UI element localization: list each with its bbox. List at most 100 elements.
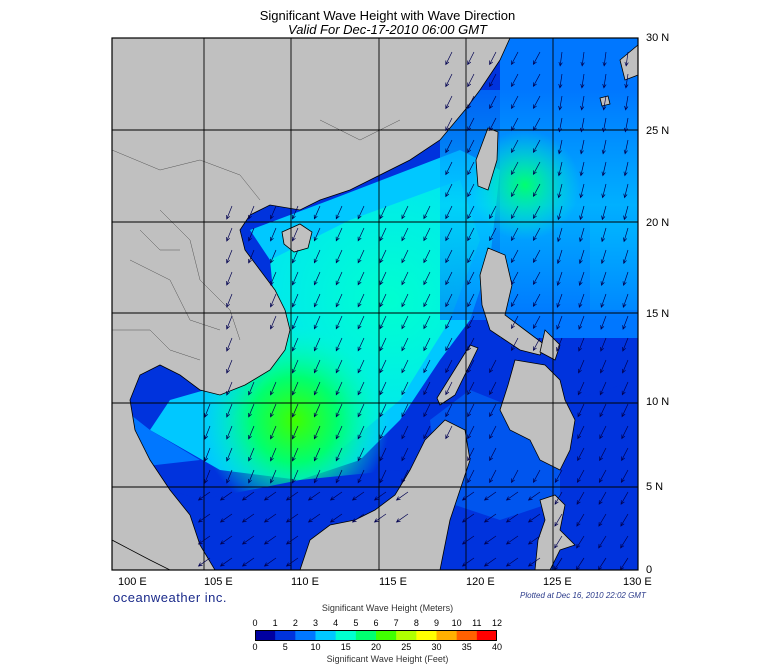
- wave-arrow: [580, 95, 585, 111]
- wave-arrow: [556, 337, 563, 352]
- wave-arrow: [357, 469, 365, 484]
- wave-arrow: [557, 161, 563, 177]
- wave-arrow: [357, 249, 365, 264]
- wave-arrow: [423, 227, 431, 242]
- wave-arrow: [579, 117, 585, 133]
- wave-arrow: [423, 425, 431, 440]
- legend-meters-tick: 0: [252, 618, 258, 628]
- legend-feet-tick: 10: [310, 642, 321, 652]
- wave-arrow: [623, 117, 629, 133]
- wave-arrow: [489, 227, 497, 242]
- wave-arrow: [285, 513, 299, 523]
- wave-arrow: [579, 227, 585, 243]
- wave-arrow: [511, 315, 519, 330]
- wave-arrow: [622, 293, 629, 308]
- map-title: Significant Wave Height with Wave Direct…: [259, 8, 516, 23]
- wave-arrow: [511, 161, 519, 176]
- wave-arrow: [511, 139, 519, 154]
- wave-arrow: [248, 403, 255, 418]
- wave-arrow: [269, 205, 277, 220]
- wave-arrow: [285, 535, 299, 545]
- wave-arrow: [401, 205, 409, 220]
- wave-arrow: [357, 227, 365, 242]
- color-scale-swatch: [396, 630, 417, 641]
- wave-arrow: [401, 469, 409, 484]
- wave-arrow: [599, 447, 607, 462]
- wave-arrow: [577, 447, 585, 462]
- wave-arrow: [467, 227, 475, 242]
- wave-direction-arrows: [197, 51, 629, 570]
- wave-arrow: [461, 513, 475, 523]
- lat-label-25n: 25 N: [646, 125, 670, 137]
- wave-arrow: [313, 381, 321, 396]
- wave-arrow: [624, 51, 629, 67]
- wave-arrow: [622, 271, 629, 287]
- wave-arrow: [533, 73, 541, 88]
- lon-label-130e: 130 E: [623, 576, 652, 588]
- wave-arrow: [511, 183, 519, 198]
- wave-arrow: [554, 491, 563, 505]
- wave-arrow: [554, 469, 563, 484]
- wave-arrow: [226, 227, 233, 242]
- wave-arrow: [533, 117, 541, 132]
- wave-arrow: [423, 315, 431, 330]
- wave-arrow: [248, 447, 255, 462]
- legend-feet-tick: 0: [252, 642, 258, 652]
- lon-label-115e: 115 E: [379, 576, 407, 588]
- wave-arrow: [401, 403, 409, 418]
- wave-arrow: [379, 315, 387, 330]
- wave-arrow: [313, 227, 321, 242]
- wave-arrow: [226, 315, 233, 330]
- wave-arrow: [533, 469, 541, 484]
- wave-arrow: [204, 469, 211, 484]
- wave-arrow: [533, 51, 541, 66]
- legend-feet-tick: 5: [282, 642, 288, 652]
- wave-arrow: [226, 293, 233, 308]
- wave-arrow: [621, 403, 629, 418]
- wave-arrow: [621, 381, 629, 396]
- wave-arrow: [554, 535, 563, 549]
- wave-arrow: [269, 381, 277, 396]
- color-scale-swatch: [416, 630, 437, 641]
- wave-arrow: [379, 337, 387, 352]
- wave-arrow: [401, 227, 409, 242]
- wave-arrow: [269, 425, 277, 440]
- wave-arrow: [621, 447, 629, 462]
- wave-arrow: [527, 513, 541, 523]
- wave-arrow: [511, 95, 519, 110]
- wave-arrow: [204, 447, 211, 462]
- wave-arrow: [533, 227, 541, 242]
- wave-arrow: [580, 73, 585, 89]
- wave-arrow: [401, 425, 409, 440]
- wave-arrow: [357, 293, 365, 308]
- wave-arrow: [511, 73, 519, 88]
- legend-meters-tick: 7: [393, 618, 399, 628]
- wave-arrow: [379, 403, 387, 418]
- wave-arrow: [467, 315, 475, 330]
- wave-arrow: [263, 513, 277, 523]
- wave-arrow: [226, 425, 233, 440]
- wave-arrow: [600, 293, 607, 308]
- wave-arrow: [204, 403, 211, 418]
- wave-arrow: [622, 337, 629, 352]
- wave-arrow: [445, 359, 453, 374]
- wave-arrow: [445, 139, 453, 154]
- wave-arrow: [379, 227, 387, 242]
- color-scale-swatch: [376, 630, 397, 641]
- wave-arrow: [557, 139, 563, 155]
- wave-arrow: [401, 337, 409, 352]
- wave-arrow: [335, 337, 343, 352]
- wave-arrow: [533, 183, 541, 198]
- wave-arrow: [598, 535, 607, 549]
- wave-arrow: [357, 447, 365, 462]
- wave-arrow: [226, 381, 233, 396]
- wave-arrow: [423, 205, 431, 220]
- wave-arrow: [445, 95, 453, 110]
- wave-arrow: [313, 337, 321, 352]
- wave-arrow: [445, 205, 453, 220]
- wave-arrow: [467, 183, 475, 198]
- wave-arrow: [445, 337, 453, 352]
- wave-arrow: [226, 359, 233, 374]
- wave-arrow: [623, 161, 629, 177]
- wave-arrow: [241, 535, 255, 545]
